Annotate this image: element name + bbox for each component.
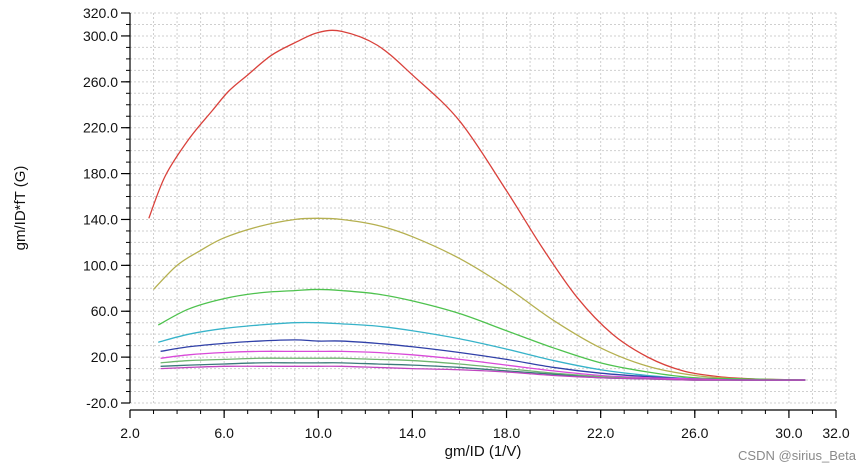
- x-tick-label: 32.0: [822, 425, 849, 441]
- y-tick-label: 100.0: [83, 257, 118, 273]
- series-layer: [148, 29, 806, 381]
- x-tick-label: 6.0: [214, 425, 234, 441]
- y-tick-label: 300.0: [83, 28, 118, 44]
- x-axis-title: gm/ID (1/V): [445, 443, 522, 460]
- axes: 2.0 6.0 10.0 14.0 18.0 22.0 26.0 30.0 32.0 -20.0 2…: [83, 5, 850, 441]
- watermark-text: CSDN @sirius_Beta: [738, 448, 856, 463]
- series-line-3: [157, 288, 806, 381]
- series-line-2: [153, 217, 806, 381]
- series-line-1: [148, 29, 806, 381]
- y-tick-label: 180.0: [83, 166, 118, 182]
- y-tick-label: 220.0: [83, 120, 118, 136]
- series-line-4: [158, 321, 806, 381]
- x-tick-label: 14.0: [399, 425, 426, 441]
- y-tick-label: 260.0: [83, 74, 118, 90]
- y-tick-label: 140.0: [83, 211, 118, 227]
- series-line-6: [160, 350, 806, 381]
- y-tick-label: 60.0: [91, 303, 118, 319]
- y-axis-title: gm/ID*fT (G): [12, 166, 29, 251]
- x-tick-label: 26.0: [681, 425, 708, 441]
- y-tick-label: 20.0: [91, 349, 118, 365]
- x-tick-label: 30.0: [775, 425, 802, 441]
- x-tick-label: 10.0: [305, 425, 332, 441]
- series-line-9: [160, 365, 806, 381]
- series-line-5: [160, 339, 806, 381]
- y-tick-label: 320.0: [83, 5, 118, 21]
- x-tick-label: 18.0: [493, 425, 520, 441]
- gridlines: [129, 12, 837, 404]
- x-tick-label: 2.0: [120, 425, 140, 441]
- y-tick-label: -20.0: [86, 395, 118, 411]
- x-tick-label: 22.0: [587, 425, 614, 441]
